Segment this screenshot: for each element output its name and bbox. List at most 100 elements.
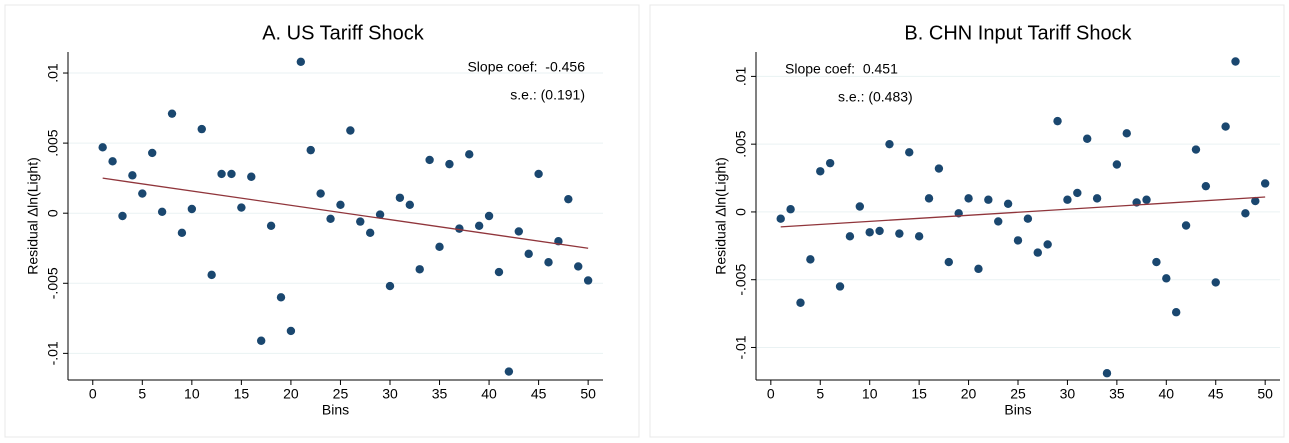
scatter-point [157,207,167,216]
x-tick-label: 45 [531,386,547,402]
annotation: s.e.: (0.483) [838,89,913,105]
x-tick-label: 25 [1010,386,1026,402]
scatter-point [905,148,914,157]
scatter-point [207,270,216,280]
x-tick-label: 20 [961,386,977,402]
scatter-point [1112,160,1122,169]
scatter-point [128,171,137,180]
y-tick-label: -.01 [733,335,749,359]
scatter-point [118,211,127,221]
scatter-point [1013,236,1023,245]
scatter-point [465,150,474,159]
scatter-point [148,148,157,158]
scatter-point [247,172,256,181]
x-tick-label: 10 [184,386,200,402]
scatter-point [816,167,825,176]
scatter-point [286,326,296,336]
scatter-point [177,228,187,238]
scatter-point [924,194,934,203]
scatter-point [266,221,276,231]
scatter-point [484,211,494,221]
scatter-point [346,126,355,135]
x-tick-label: 40 [1159,386,1175,402]
x-tick-label: 5 [816,386,824,402]
scatter-point [934,164,944,173]
scatter-point [237,203,246,212]
scatter-point [974,264,983,274]
scatter-point [385,281,395,291]
x-tick-label: 0 [89,386,97,402]
scatter-point [356,217,365,226]
y-tick-label: 0 [733,208,749,216]
scatter-point [825,158,835,168]
x-tick-label: 20 [283,386,299,402]
scatter-point [326,214,335,224]
scatter-point [1241,209,1250,218]
scatter-point [1053,116,1062,126]
x-tick-label: 50 [1257,386,1273,402]
scatter-point [108,157,117,166]
scatter-point [1033,248,1042,257]
scatter-point [514,227,523,236]
scatter-point [1162,274,1171,283]
scatter-point [564,194,573,204]
scatter-point [1181,221,1191,230]
scatter-point [1152,257,1161,267]
scatter-point [365,228,375,238]
scatter-point [1092,194,1102,203]
scatter-point [187,204,197,214]
x-tick-label: 30 [1060,386,1076,402]
scatter-point [1260,179,1270,188]
scatter-point [1251,196,1260,206]
scatter-point [504,367,514,376]
scatter-point [256,336,266,345]
scatter-point [1191,145,1201,154]
scatter-point [1211,278,1220,287]
scatter-point [425,155,434,165]
scatter-point [1083,134,1092,143]
x-tick-label: 40 [481,386,497,402]
scatter-point [806,255,815,264]
x-tick-label: 15 [911,386,927,402]
scatter-point [138,189,147,198]
scatter-point [914,232,924,241]
x-tick-label: 35 [1109,386,1125,402]
scatter-point [1221,122,1230,131]
scatter-point [855,202,865,211]
y-tick-label: -.005 [45,267,61,299]
scatter-point [865,228,874,237]
y-tick-label: .01 [733,66,749,86]
scatter-point [796,298,805,307]
x-tick-label: 25 [333,386,349,402]
scatter-point [1122,129,1131,138]
scatter-point [875,226,884,236]
scatter-point [217,169,226,179]
scatter-point [1102,369,1112,378]
x-tick-label: 0 [767,386,775,402]
y-tick-label: -.01 [45,341,61,365]
scatter-point [1142,195,1151,204]
scatter-point [1073,188,1082,198]
scatter-point [395,193,405,202]
scatter-point [534,169,543,179]
y-axis-label: Residual ∆ln(Light) [713,157,729,275]
scatter-point [336,200,345,209]
scatter-point [524,249,533,259]
scatter-point [786,205,795,214]
fit-line [780,196,1266,228]
y-tick-label: .01 [45,63,61,83]
scatter-point [1063,195,1072,204]
scatter-point [306,145,315,155]
x-axis-label: Bins [1004,402,1031,418]
scatter-point [885,139,894,149]
scatter-point [197,124,206,134]
scatter-point [227,169,236,179]
scatter-point [474,221,484,231]
scatter-point [435,242,444,252]
scatter-point [445,159,454,169]
x-tick-label: 35 [432,386,448,402]
scatter-point [583,276,593,285]
scatter-point [776,214,785,223]
scatter-point [845,232,855,241]
